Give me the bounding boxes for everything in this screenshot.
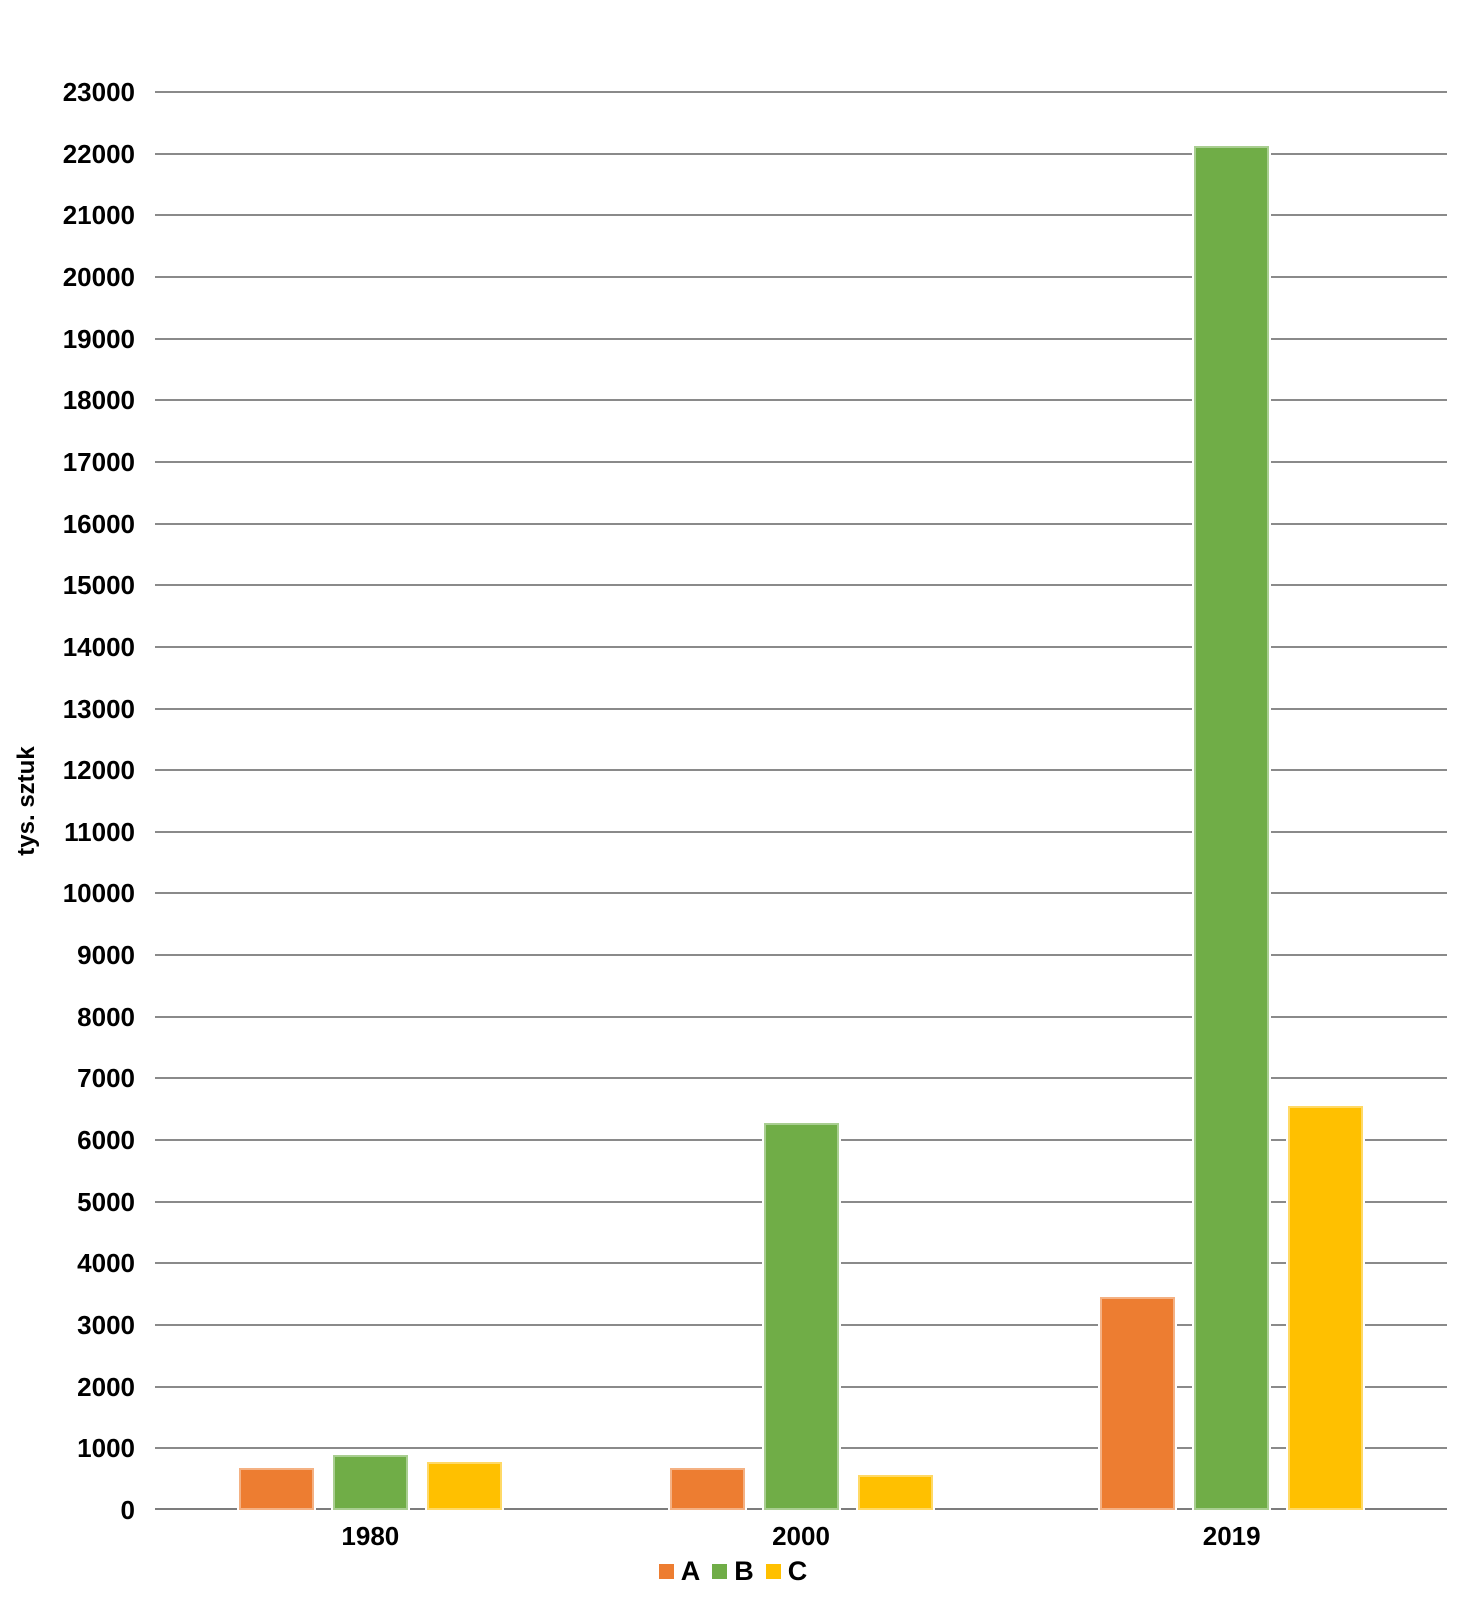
bar-a-2000 [669, 1468, 745, 1510]
gridline [155, 460, 1447, 463]
y-tick-label: 4000 [77, 1248, 135, 1279]
y-tick-label: 11000 [64, 816, 135, 847]
y-tick-label: 22000 [62, 138, 135, 169]
gridline [155, 1077, 1447, 1080]
legend-label-b: B [734, 1556, 754, 1586]
gridline [155, 275, 1447, 278]
y-tick-label: 9000 [77, 940, 135, 971]
y-tick-label: 10000 [62, 878, 135, 909]
y-axis-tick-labels: 0 1000 2000 3000 4000 5000 6000 7000 8000 9000 100… [0, 79, 135, 1523]
bar-b-2000 [763, 1122, 839, 1510]
legend-label-a: A [680, 1556, 701, 1586]
gridline [155, 830, 1447, 833]
plot-area [155, 91, 1447, 1510]
y-tick-label: 7000 [77, 1063, 135, 1094]
bar-a-2019 [1100, 1297, 1176, 1510]
bar-group-2000 [586, 92, 1017, 1510]
gridline [155, 1015, 1447, 1018]
gridline [155, 954, 1447, 957]
y-tick-label: 15000 [62, 570, 135, 601]
y-tick-label: 18000 [62, 385, 135, 416]
y-tick-label: 21000 [62, 200, 135, 231]
gridline [155, 707, 1447, 710]
bar-c-2000 [857, 1475, 933, 1510]
gridline [155, 152, 1447, 155]
y-tick-label: 19000 [62, 323, 135, 354]
bar-b-2019 [1194, 145, 1270, 1510]
legend-swatch-icon-a [658, 1564, 674, 1579]
gridline [155, 584, 1447, 587]
legend-item-c: C [765, 1556, 808, 1586]
x-axis-labels: 1980 2000 2019 [155, 1521, 1447, 1552]
y-tick-label: 5000 [77, 1186, 135, 1217]
bar-c-2019 [1288, 1105, 1364, 1510]
legend-label-c: C [787, 1556, 808, 1586]
y-tick-label: 2000 [77, 1371, 135, 1402]
bar-a-1980 [238, 1468, 314, 1510]
legend-swatch-icon-c [765, 1564, 781, 1579]
gridline [155, 214, 1447, 217]
y-tick-label: 3000 [77, 1310, 135, 1341]
gridline [155, 522, 1447, 525]
y-tick-label: 13000 [62, 693, 135, 724]
gridline [155, 645, 1447, 648]
bar-group-1980 [155, 92, 586, 1510]
legend-item-a: A [658, 1556, 701, 1586]
gridline [155, 892, 1447, 895]
gridline [155, 337, 1447, 340]
y-tick-label: 12000 [62, 755, 135, 786]
x-tick-label-2019: 2019 [1202, 1521, 1261, 1551]
y-tick-label: 8000 [77, 1001, 135, 1032]
legend-item-b: B [712, 1558, 754, 1585]
legend-swatch-icon-b [712, 1564, 728, 1579]
legend: A B C [0, 1558, 1466, 1585]
x-tick-label-2000: 2000 [772, 1521, 830, 1551]
bar-groups [155, 92, 1447, 1510]
bar-b-1980 [332, 1455, 408, 1510]
gridline [155, 399, 1447, 402]
y-tick-label: 0 [120, 1495, 135, 1525]
y-tick-label: 14000 [62, 631, 135, 662]
y-tick-label: 20000 [62, 261, 135, 292]
x-tick-label-1980: 1980 [341, 1521, 400, 1551]
y-tick-label: 17000 [62, 446, 135, 477]
y-tick-label: 16000 [62, 508, 135, 539]
gridline [155, 769, 1447, 772]
bar-group-2019 [1016, 92, 1447, 1510]
y-tick-label: 6000 [77, 1125, 135, 1156]
y-tick-label: 1000 [77, 1433, 135, 1464]
bar-c-1980 [426, 1461, 502, 1510]
y-tick-label: 23000 [62, 77, 135, 107]
gridline [155, 91, 1447, 93]
